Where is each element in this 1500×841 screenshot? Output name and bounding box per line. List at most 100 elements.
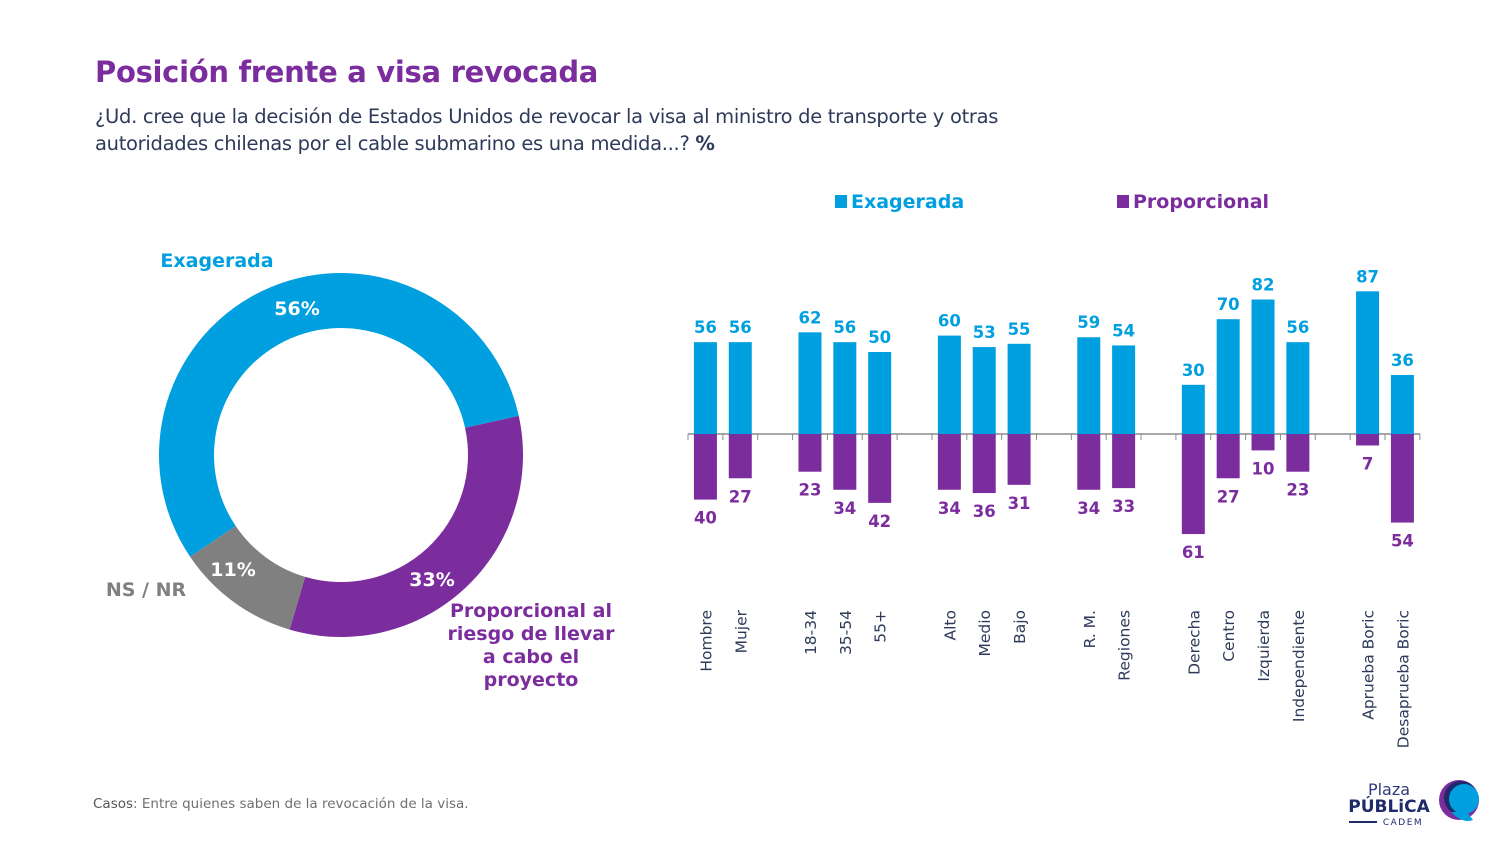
bar-value-proporcional: 42 [868, 512, 891, 531]
bar-value-proporcional: 34 [938, 499, 961, 518]
bar-proporcional [1251, 434, 1275, 451]
logo-line3: CADEM [1383, 818, 1423, 828]
bar-exagerada [693, 342, 717, 434]
bar-proporcional [1077, 434, 1101, 490]
bar-exagerada [937, 335, 961, 434]
category-label: Derecha [1185, 610, 1203, 675]
bar-value-proporcional: 61 [1182, 543, 1205, 562]
bar-value-exagerada: 59 [1077, 313, 1100, 332]
bar-group-centro: 70 27 Centro [1216, 295, 1240, 662]
bar-value-exagerada: 56 [694, 318, 717, 337]
legend-item-exagerada: Exagerada [835, 191, 964, 213]
bar-group-bajo: 55 31 Bajo [1007, 320, 1031, 644]
bar-value-exagerada: 87 [1356, 267, 1379, 286]
bar-value-exagerada: 50 [868, 328, 891, 347]
bar-proporcional [1286, 434, 1310, 472]
bar-value-proporcional: 34 [1077, 499, 1100, 518]
footer-label: Casos [93, 796, 134, 812]
bar-value-exagerada: 36 [1391, 351, 1414, 370]
donut-category-label: NS / NR [106, 579, 187, 601]
bar-proporcional [833, 434, 857, 490]
bar-value-proporcional: 31 [1008, 494, 1031, 513]
donut-slice-exagerada [159, 273, 519, 557]
bar-group-independiente: 56 23 Independiente [1286, 318, 1310, 722]
bar-value-exagerada: 60 [938, 312, 961, 331]
bar-value-exagerada: 82 [1252, 276, 1275, 295]
bar-exagerada [868, 352, 892, 434]
footer-note: Casos: Entre quienes saben de la revocac… [93, 796, 469, 812]
category-label: 55+ [872, 610, 890, 643]
bar-value-exagerada: 55 [1008, 320, 1031, 339]
donut-value-label: 33% [409, 569, 454, 591]
legend-label: Exagerada [851, 191, 964, 213]
bar-exagerada [1390, 374, 1414, 434]
bar-group-derecha: 30 61 Derecha [1181, 361, 1205, 675]
bar-value-proporcional: 7 [1362, 454, 1373, 473]
donut-value-label: 56% [274, 298, 319, 320]
category-label: Mujer [732, 609, 750, 653]
bar-value-proporcional: 23 [1286, 481, 1309, 500]
category-label: Independiente [1290, 610, 1308, 722]
bar-proporcional [1356, 434, 1380, 446]
unit-label: % [695, 132, 715, 155]
bar-value-proporcional: 23 [798, 481, 821, 500]
bar-exagerada [833, 342, 857, 434]
bar-value-exagerada: 54 [1112, 321, 1135, 340]
bar-value-proporcional: 27 [1217, 487, 1240, 506]
donut-slice-proporcional [289, 415, 523, 637]
bar-value-exagerada: 56 [833, 318, 856, 337]
bar-proporcional [972, 434, 996, 494]
donut-value-label: 11% [210, 559, 255, 581]
legend-item-proporcional: Proporcional [1117, 191, 1269, 213]
plaza-publica-cadem-logo: Plaza PÚBLiCA CADEM [1348, 780, 1479, 828]
category-label: Regiones [1116, 610, 1134, 681]
category-label: Centro [1220, 610, 1238, 662]
category-label: R. M. [1081, 610, 1099, 648]
bar-exagerada [1356, 291, 1380, 434]
bar-exagerada [1251, 299, 1275, 434]
bar-proporcional [1112, 434, 1136, 489]
category-label: Alto [941, 610, 959, 640]
speech-bubble-icon [1439, 780, 1479, 821]
bar-exagerada [798, 332, 822, 434]
logo-line2: PÚBLiCA [1348, 795, 1430, 817]
bar-proporcional [798, 434, 822, 472]
category-label: Hombre [697, 610, 715, 672]
bar-group-hombre: 56 40 Hombre [693, 318, 717, 672]
bar-exagerada [1077, 337, 1101, 434]
donut-chart: 56% Exagerada 33% Proporcional al riesgo de … [106, 250, 616, 691]
legend-swatch [835, 195, 847, 208]
bar-value-proporcional: 33 [1112, 497, 1135, 516]
bar-proporcional [1216, 434, 1240, 479]
bar-group-mujer: 56 27 Mujer [728, 318, 752, 653]
bar-exagerada [972, 347, 996, 434]
bar-exagerada [1216, 319, 1240, 434]
bar-value-exagerada: 70 [1217, 295, 1240, 314]
logo-line1: Plaza [1368, 780, 1410, 799]
bar-exagerada [1007, 343, 1031, 434]
bar-group-izquierda: 82 10 Izquierda [1251, 276, 1275, 682]
bar-group-18-34: 62 23 18-34 [798, 308, 822, 655]
bar-value-exagerada: 30 [1182, 361, 1205, 380]
bar-group-aprueba-boric: 87 7 Aprueba Boric [1356, 267, 1380, 720]
bar-proporcional [693, 434, 717, 500]
bar-value-exagerada: 56 [1286, 318, 1309, 337]
bar-group-r-m: 59 34 R. M. [1077, 313, 1101, 648]
bar-exagerada [1181, 384, 1205, 434]
bar-value-proporcional: 10 [1252, 459, 1275, 478]
category-label: Desaprueba Boric [1394, 610, 1412, 748]
bar-proporcional [937, 434, 961, 490]
question-text: ¿Ud. cree que la decisión de Estados Uni… [95, 105, 999, 155]
bar-group-35-54: 56 34 35-54 [833, 318, 857, 655]
legend: Exagerada Proporcional [835, 191, 1269, 213]
bar-proporcional [1181, 434, 1205, 535]
page-title: Posición frente a visa revocada [95, 55, 599, 89]
bar-value-proporcional: 54 [1391, 532, 1414, 551]
category-label: Izquierda [1255, 610, 1273, 682]
bar-group-medio: 53 36 Medio [972, 323, 996, 657]
category-label: Bajo [1011, 610, 1029, 644]
category-label: 35-54 [837, 610, 855, 655]
donut-category-label: Proporcional al riesgo de llevar a cabo el… [448, 600, 616, 691]
bar-proporcional [868, 434, 892, 503]
category-label: 18-34 [802, 610, 820, 655]
